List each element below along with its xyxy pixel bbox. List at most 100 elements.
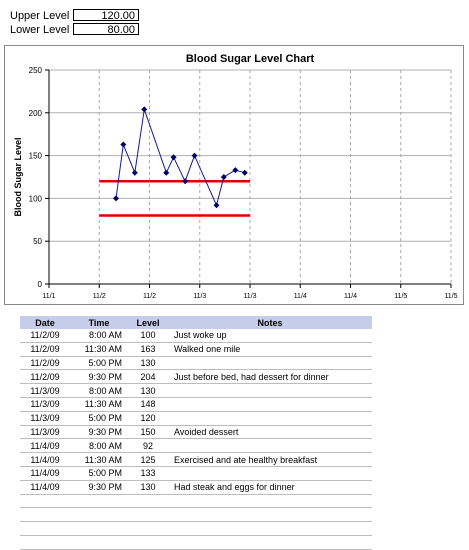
blood-sugar-log-table: Date Time Level Notes 11/2/09 8:00 AM 100 J… <box>20 316 372 550</box>
cell-time[interactable]: 8:00 AM <box>70 383 128 398</box>
cell-date[interactable] <box>20 521 70 536</box>
cell-date[interactable] <box>20 535 70 550</box>
cell-time[interactable]: 9:30 PM <box>70 480 128 495</box>
cell-notes[interactable] <box>168 356 372 371</box>
x-tick-label: 11/3 <box>193 293 206 300</box>
data-point <box>182 178 189 185</box>
cell-date[interactable] <box>20 494 70 509</box>
cell-date[interactable] <box>20 507 70 523</box>
cell-date[interactable]: 11/3/09 <box>20 425 70 440</box>
cell-notes[interactable]: Had steak and eggs for dinner <box>168 480 372 495</box>
cell-level[interactable] <box>128 494 168 509</box>
header-time: Time <box>70 316 128 329</box>
cell-notes[interactable]: Exercised and ate healthy breakfast <box>168 452 372 467</box>
cell-date[interactable]: 11/3/09 <box>20 411 70 426</box>
table-row-empty[interactable] <box>20 494 372 509</box>
cell-notes[interactable] <box>168 411 372 426</box>
cell-time[interactable]: 8:00 AM <box>70 329 128 343</box>
table-row[interactable]: 11/2/09 8:00 AM 100 Just woke up <box>20 329 372 343</box>
cell-notes[interactable] <box>168 494 372 509</box>
cell-time[interactable] <box>70 535 128 550</box>
cell-level[interactable] <box>128 507 168 523</box>
cell-time[interactable] <box>70 521 128 536</box>
cell-time[interactable] <box>70 494 128 509</box>
cell-notes[interactable] <box>168 466 372 481</box>
cell-level[interactable] <box>128 535 168 550</box>
series-line <box>115 109 245 207</box>
table-row[interactable]: 11/2/09 11:30 AM 163 Walked one mile <box>20 342 372 357</box>
cell-notes[interactable]: Avoided dessert <box>168 425 372 440</box>
cell-date[interactable]: 11/2/09 <box>20 329 70 343</box>
cell-date[interactable]: 11/2/09 <box>20 342 70 357</box>
data-point <box>191 152 198 159</box>
cell-time[interactable]: 5:00 PM <box>70 356 128 371</box>
cell-notes[interactable]: Walked one mile <box>168 342 372 357</box>
table-body: 11/2/09 8:00 AM 100 Just woke up 11/2/09 11:3… <box>20 329 372 550</box>
table-row[interactable]: 11/3/09 5:00 PM 120 <box>20 411 372 426</box>
x-tick-label: 11/2 <box>93 293 106 300</box>
cell-date[interactable]: 11/3/09 <box>20 383 70 398</box>
cell-level[interactable]: 130 <box>128 356 168 371</box>
x-tick-label: 11/5 <box>394 293 407 300</box>
cell-level[interactable]: 130 <box>128 480 168 495</box>
cell-notes[interactable] <box>168 535 372 550</box>
y-axis-label: Blood Sugar Level <box>13 137 23 216</box>
y-tick-label: 100 <box>29 194 43 203</box>
cell-level[interactable]: 204 <box>128 369 168 385</box>
x-tick-label: 11/5 <box>444 293 457 300</box>
table-row[interactable]: 11/2/09 9:30 PM 204 Just before bed, had de… <box>20 369 372 385</box>
cell-date[interactable]: 11/2/09 <box>20 356 70 371</box>
table-row-empty[interactable] <box>20 521 372 536</box>
cell-time[interactable]: 11:30 AM <box>70 397 128 412</box>
cell-time[interactable]: 11:30 AM <box>70 342 128 357</box>
header-notes: Notes <box>168 316 372 329</box>
cell-level[interactable]: 120 <box>128 411 168 426</box>
table-row[interactable]: 11/4/09 5:00 PM 133 <box>20 466 372 481</box>
cell-date[interactable]: 11/4/09 <box>20 480 70 495</box>
cell-date[interactable]: 11/2/09 <box>20 369 70 385</box>
cell-notes[interactable] <box>168 507 372 523</box>
data-point <box>113 195 119 202</box>
cell-notes[interactable]: Just woke up <box>168 329 372 343</box>
upper-level-input[interactable]: 120.00 <box>73 9 139 22</box>
table-row[interactable]: 11/3/09 9:30 PM 150 Avoided dessert <box>20 425 372 440</box>
cell-level[interactable]: 133 <box>128 466 168 481</box>
cell-notes[interactable] <box>168 521 372 536</box>
table-row-empty[interactable] <box>20 535 372 550</box>
cell-time[interactable]: 9:30 PM <box>70 425 128 440</box>
cell-notes[interactable] <box>168 383 372 398</box>
cell-time[interactable] <box>70 507 128 523</box>
cell-date[interactable]: 11/4/09 <box>20 452 70 467</box>
cell-level[interactable]: 92 <box>128 438 168 454</box>
cell-notes[interactable] <box>168 438 372 454</box>
cell-time[interactable]: 9:30 PM <box>70 369 128 385</box>
table-row[interactable]: 11/4/09 9:30 PM 130 Had steak and eggs for … <box>20 480 372 495</box>
cell-date[interactable]: 11/4/09 <box>20 438 70 454</box>
lower-level-input[interactable]: 80.00 <box>73 23 139 36</box>
cell-time[interactable]: 11:30 AM <box>70 452 128 467</box>
cell-level[interactable]: 163 <box>128 342 168 357</box>
table-row[interactable]: 11/4/09 11:30 AM 125 Exercised and ate heal… <box>20 452 372 467</box>
data-point <box>141 106 148 113</box>
cell-time[interactable]: 8:00 AM <box>70 438 128 454</box>
data-point <box>163 169 170 176</box>
cell-level[interactable]: 148 <box>128 397 168 412</box>
cell-notes[interactable]: Just before bed, had dessert for dinner <box>168 369 372 385</box>
cell-level[interactable]: 150 <box>128 425 168 440</box>
cell-level[interactable]: 125 <box>128 452 168 467</box>
cell-level[interactable]: 130 <box>128 383 168 398</box>
data-point <box>120 141 127 148</box>
cell-level[interactable] <box>128 521 168 536</box>
data-point <box>170 154 177 161</box>
cell-level[interactable]: 100 <box>128 329 168 343</box>
cell-notes[interactable] <box>168 397 372 412</box>
table-row[interactable]: 11/3/09 11:30 AM 148 <box>20 397 372 412</box>
cell-date[interactable]: 11/3/09 <box>20 397 70 412</box>
table-row[interactable]: 11/4/09 8:00 AM 92 <box>20 438 372 454</box>
table-row-empty[interactable] <box>20 507 372 523</box>
cell-date[interactable]: 11/4/09 <box>20 466 70 481</box>
cell-time[interactable]: 5:00 PM <box>70 411 128 426</box>
cell-time[interactable]: 5:00 PM <box>70 466 128 481</box>
table-row[interactable]: 11/2/09 5:00 PM 130 <box>20 356 372 371</box>
table-row[interactable]: 11/3/09 8:00 AM 130 <box>20 383 372 398</box>
